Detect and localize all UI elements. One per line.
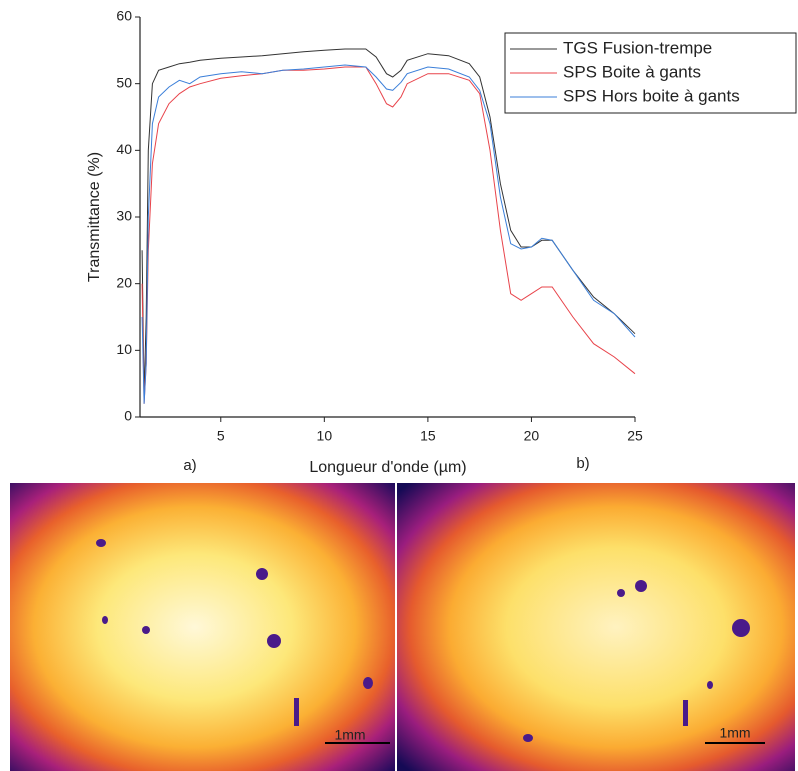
x-tick-label: 25 [627,428,643,444]
y-tick-label: 50 [116,74,132,90]
y-tick-label: 60 [116,8,132,24]
x-tick-label: 10 [317,428,333,444]
chart: Longueur d'onde (µm) Transmittance (%) a… [86,8,797,476]
series-line [141,64,636,404]
x-tick-label: 15 [420,428,436,444]
thermal-image [397,483,795,771]
thermal-image [10,483,395,771]
y-tick-label: 30 [116,208,132,224]
panel-label: a) [183,457,196,474]
x-tick-label: 5 [217,428,225,444]
x-tick-label: 20 [524,428,540,444]
y-tick-label: 40 [116,141,132,157]
legend-label: TGS Fusion-trempe [563,38,712,57]
scale-bar-label: 1mm [719,725,750,741]
y-axis-label: Transmittance (%) [86,152,103,282]
y-tick-label: 0 [124,408,132,424]
y-tick-label: 20 [116,274,132,290]
defects [96,539,750,742]
thermal-images: 1mm 1mm [10,483,795,771]
series-line [141,66,636,404]
y-tick-label: 10 [116,341,132,357]
legend-label: SPS Boite à gants [563,62,701,81]
x-axis-label: Longueur d'onde (µm) [309,459,466,476]
panel-label: b) [576,455,589,472]
legend-label: SPS Hors boite à gants [563,86,740,105]
scale-bar-label: 1mm [334,727,365,743]
